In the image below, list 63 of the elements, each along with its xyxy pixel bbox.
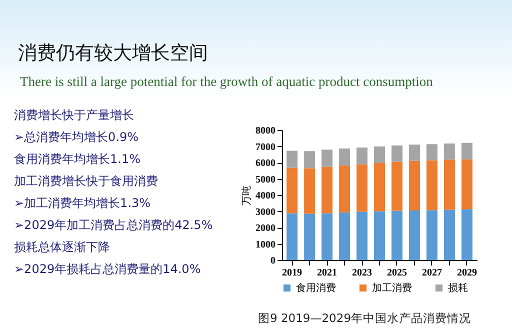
bar (286, 168, 298, 214)
bar (461, 142, 472, 160)
chart-subtitle: There is still a large potential for the growth of aquatic product consumption (20, 74, 433, 90)
y-tick-label: 4000 (256, 190, 276, 202)
y-tick-label: 8000 (256, 126, 276, 136)
bar (286, 150, 298, 168)
text: 食用消费年均增长1.1% (14, 151, 142, 168)
y-axis-title: 万吨 (240, 186, 252, 206)
y-tick-label: 3000 (256, 206, 276, 218)
legend-label: 加工消费 (372, 282, 412, 294)
bar (339, 212, 350, 260)
bar (444, 160, 455, 210)
bar (322, 166, 333, 214)
bar (339, 148, 350, 166)
text: 消费增长快于产量增长 (14, 107, 135, 124)
x-tick-label: 2029 (456, 268, 477, 278)
bar (444, 210, 455, 260)
text: ➢2029年损耗占总消费量的14.0% (14, 261, 202, 278)
bar (426, 144, 438, 160)
x-tick-label: 2021 (317, 268, 338, 278)
bar (339, 165, 350, 212)
x-tick-label: 2025 (386, 268, 407, 278)
bar (304, 168, 316, 214)
text: 加工消费增长快于食用消费 (14, 174, 158, 188)
bar (374, 211, 385, 260)
bar (286, 213, 298, 260)
bar (444, 143, 455, 160)
bar (391, 210, 402, 260)
y-tick-label: 1000 (256, 239, 276, 250)
text: 损耗总体逐渐下降 (14, 239, 111, 256)
bar (461, 209, 472, 260)
x-tick-label: 2019 (282, 268, 302, 278)
legend-label: 食用消费 (296, 282, 336, 294)
bar (304, 151, 316, 168)
legend-label: 损耗 (448, 282, 468, 294)
x-tick-label: 2027 (422, 268, 442, 278)
bar (408, 210, 420, 260)
text: ➢加工消费年均增长1.3% (14, 196, 151, 210)
y-tick-label: 6000 (256, 158, 276, 169)
caption: 图9 2019—2029年中国水产品消费情况 (258, 311, 472, 326)
bar (374, 146, 385, 163)
y-tick-label: 7000 (256, 142, 276, 153)
text: ➢2029年加工消费占总消费的42.5% (14, 217, 214, 234)
bar (322, 150, 333, 167)
bar (461, 159, 472, 210)
text: ➢总消费年均增长0.9% (14, 129, 140, 146)
bar (408, 144, 420, 161)
bar (391, 162, 402, 211)
bar (356, 212, 368, 260)
x-tick-label: 2023 (352, 268, 372, 278)
bar (356, 164, 368, 212)
text: 消费仍有较大增长空间 (18, 41, 208, 66)
bar (426, 160, 438, 210)
y-tick-label: 5000 (256, 174, 276, 186)
bar (408, 160, 420, 210)
bar (391, 145, 402, 162)
bar (356, 148, 368, 164)
bar (426, 210, 438, 260)
bar (322, 213, 333, 260)
y-tick-label: 2000 (256, 223, 276, 234)
bar (304, 214, 316, 260)
y-tick-label: 0 (270, 256, 276, 266)
bar (374, 162, 385, 212)
